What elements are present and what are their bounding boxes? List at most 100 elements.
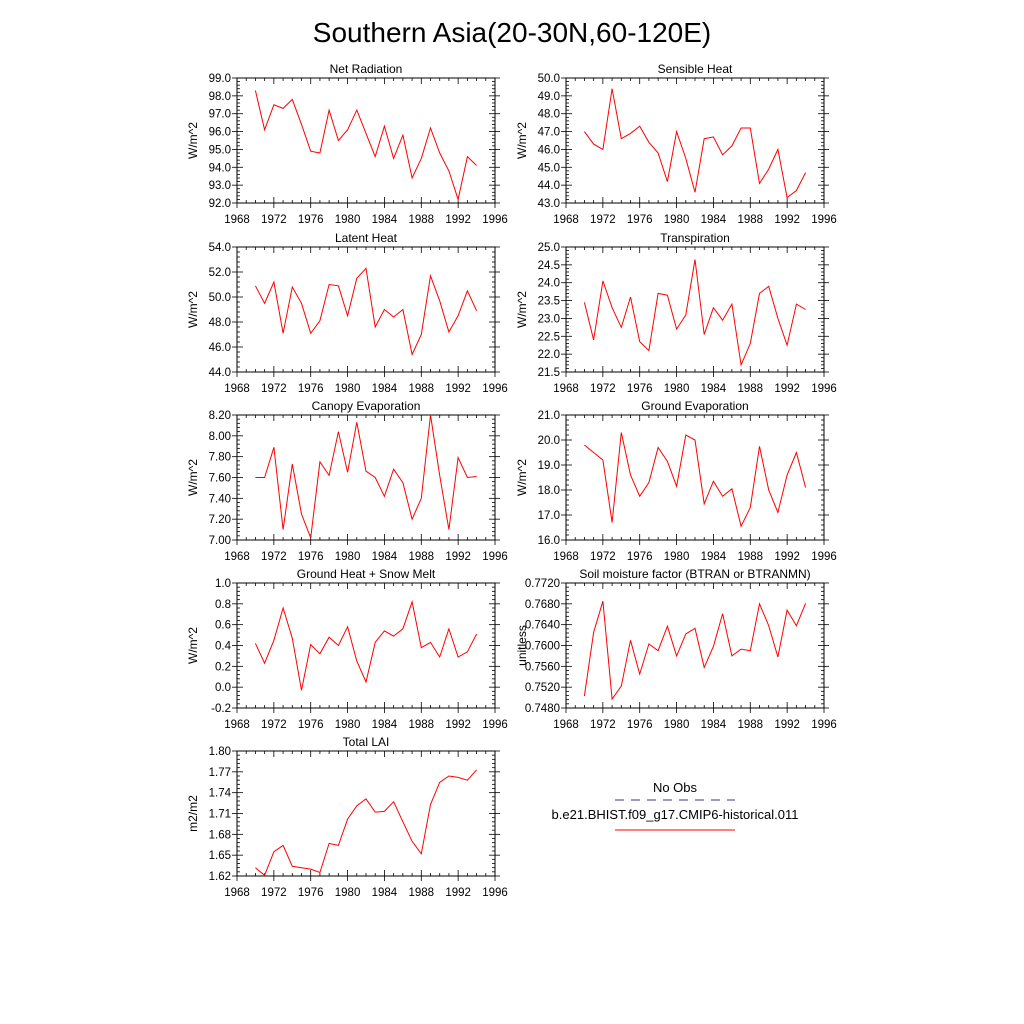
y-tick-label: 95.0 [209,144,231,156]
x-tick-label: 1984 [701,719,727,731]
x-tick-label: 1972 [590,719,616,731]
x-tick-label: 1980 [335,551,361,563]
x-tick-label: 1976 [627,383,653,395]
x-tick-label: 1968 [224,887,250,899]
x-tick-label: 1984 [372,383,398,395]
y-tick-label: 94.0 [209,162,231,174]
x-tick-label: 1976 [298,551,324,563]
x-tick-label: 1988 [737,551,763,563]
y-tick-label: 52.0 [209,267,231,279]
y-tick-label: 46.0 [209,342,231,354]
y-tick-label: 54.0 [209,242,231,254]
x-tick-label: 1988 [408,551,434,563]
y-tick-label: 1.71 [209,809,231,821]
x-tick-label: 1992 [445,551,471,563]
y-tick-label: 23.5 [538,296,560,308]
x-tick-label: 1976 [627,719,653,731]
y-tick-label: 0.7560 [525,661,560,673]
x-tick-label: 1988 [737,383,763,395]
y-tick-label: 93.0 [209,180,231,192]
y-tick-label: 0.7720 [525,578,560,590]
y-tick-label: 7.20 [209,514,231,526]
x-tick-label: 1984 [372,551,398,563]
y-tick-label: 0.7680 [525,599,560,611]
x-tick-label: 1968 [553,551,579,563]
plot-frame [565,246,825,373]
x-tick-label: 1984 [372,214,398,226]
x-tick-label: 1968 [553,383,579,395]
series-line [583,259,806,367]
panel-title: Total LAI [343,735,390,749]
figure-title: Southern Asia(20-30N,60-120E) [313,17,711,48]
x-tick-label: 1972 [590,214,616,226]
x-tick-label: 1980 [664,719,690,731]
y-tick-label: -0.2 [211,703,231,715]
x-tick-label: 1972 [590,383,616,395]
x-tick-label: 1968 [224,551,250,563]
y-tick-label: 1.77 [209,767,231,779]
plot-frame [565,414,825,541]
x-tick-label: 1996 [811,214,837,226]
y-axis-label: W/m^2 [515,459,529,496]
y-tick-label: 21.0 [538,410,560,422]
x-tick-label: 1992 [774,719,800,731]
x-tick-label: 1984 [372,887,398,899]
x-tick-label: 1984 [701,383,727,395]
x-tick-label: 1984 [372,719,398,731]
y-tick-label: 0.2 [215,661,231,673]
x-tick-label: 1984 [701,551,727,563]
legend-label-obs: No Obs [653,780,698,795]
panel-title: Net Radiation [330,62,403,76]
y-tick-label: 0.7640 [525,620,560,632]
x-tick-label: 1968 [553,214,579,226]
x-tick-label: 1988 [408,214,434,226]
panel-8: Soil moisture factor (BTRAN or BTRANMN) 1… [515,567,837,731]
x-tick-label: 1988 [737,214,763,226]
y-tick-label: 98.0 [209,91,231,103]
y-tick-label: 0.7480 [525,703,560,715]
x-tick-label: 1972 [261,719,287,731]
panel-5: Canopy Evaporation 1968 1972 1976 1980 1984 19… [186,399,508,563]
series-line [255,769,477,877]
x-tick-label: 1980 [664,551,690,563]
y-tick-label: 22.5 [538,331,560,343]
panels: Net Radiation 1968 1972 1976 1980 1984 1988 199… [186,62,837,899]
y-tick-label: 0.7600 [525,641,560,653]
legend-label-model: b.e21.BHIST.f09_g17.CMIP6-historical.011 [552,807,799,822]
y-tick-label: 19.0 [538,460,560,472]
y-tick-label: 46.0 [538,144,560,156]
x-tick-label: 1976 [298,214,324,226]
x-tick-label: 1972 [261,383,287,395]
plot-frame [236,414,496,541]
x-tick-label: 1996 [482,551,508,563]
y-tick-label: 17.0 [538,510,560,522]
y-tick-label: 25.0 [538,242,560,254]
plot-frame [236,582,496,709]
plot-frame [565,582,825,709]
y-tick-label: 92.0 [209,198,231,210]
series-line [254,267,478,357]
y-tick-label: 48.0 [538,109,560,121]
legend: No Obs b.e21.BHIST.f09_g17.CMIP6-histori… [552,780,799,831]
x-tick-label: 1996 [482,214,508,226]
y-tick-label: 20.0 [538,435,560,447]
y-tick-label: 0.4 [215,641,232,653]
y-tick-label: 8.00 [209,431,231,443]
x-tick-label: 1968 [224,214,250,226]
y-tick-label: 16.0 [538,535,560,547]
series-line [254,90,477,202]
panel-title: Soil moisture factor (BTRAN or BTRANMN) [579,567,810,581]
panel-9: Total LAI 1968 1972 1976 1980 1984 1988 1992 199… [186,735,508,899]
x-tick-label: 1976 [298,719,324,731]
panel-title: Ground Heat + Snow Melt [297,567,436,581]
x-tick-label: 1976 [298,383,324,395]
y-tick-label: 97.0 [209,109,231,121]
y-tick-label: 43.0 [538,198,560,210]
panel-title: Ground Evaporation [641,399,748,413]
y-axis-label: W/m^2 [186,122,200,159]
y-tick-label: 7.00 [209,535,231,547]
plot-frame [236,750,496,877]
y-tick-label: 7.80 [209,452,231,464]
y-tick-label: 49.0 [538,91,560,103]
